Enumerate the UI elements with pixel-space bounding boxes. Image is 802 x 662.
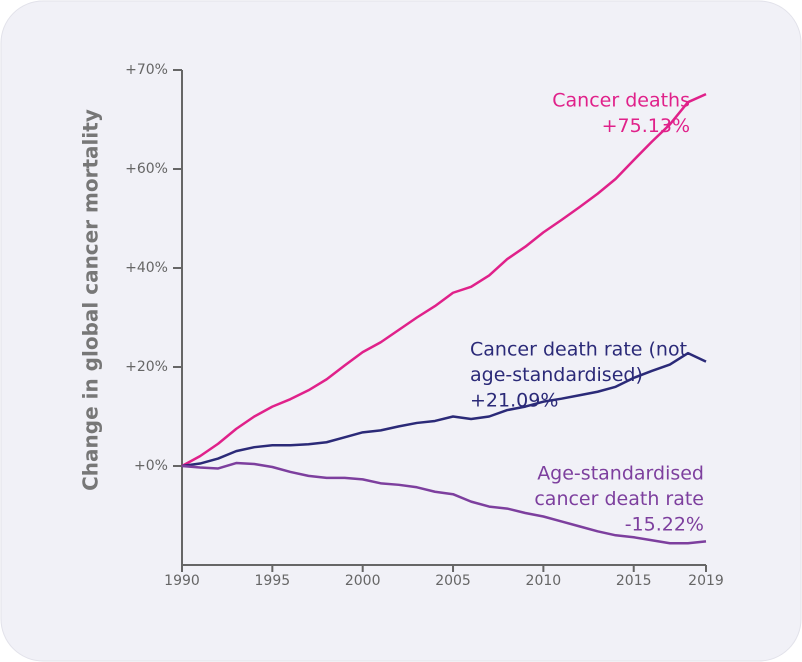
y-tick-label: +60% [125,161,168,177]
annotation: cancer death rate [534,488,704,510]
y-tick-label: +40% [125,260,168,276]
annotation: +21.09% [470,390,558,412]
x-tick-label: 1995 [255,573,291,589]
y-axis-label: Change in global cancer mortality [79,109,103,491]
x-tick-label: 2005 [435,573,471,589]
x-tick-label: 2015 [616,573,652,589]
x-tick-label: 2010 [526,573,562,589]
series-line [181,461,707,545]
x-tick-label: 1990 [164,573,200,589]
annotation: -15.22% [625,514,704,536]
series-line [181,92,707,468]
annotation: age-standardised) [470,364,643,386]
y-tick-label: +20% [125,359,168,375]
series-line [181,351,707,468]
x-tick-label: 2000 [345,573,381,589]
annotation: Cancer deaths [552,90,690,112]
annotation: Age-standardised [537,463,704,485]
x-tick-label: 2019 [688,573,724,589]
y-tick-label: +70% [125,62,168,78]
annotation: Cancer death rate (not [470,339,687,361]
annotation: +75.13% [602,115,690,137]
y-tick-label: +0% [134,458,168,474]
